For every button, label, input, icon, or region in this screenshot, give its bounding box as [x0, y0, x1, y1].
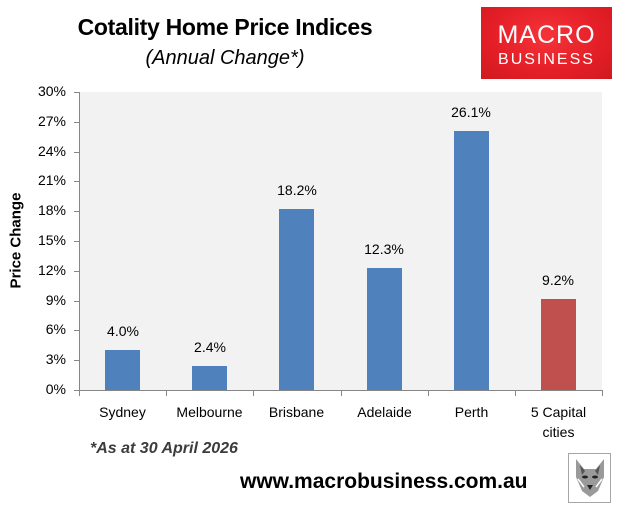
bar-sydney [105, 350, 140, 390]
logo-line-2: BUSINESS [498, 51, 595, 68]
wolf-icon [568, 453, 611, 503]
data-label: 9.2% [542, 272, 574, 288]
y-tick-mark [74, 152, 79, 153]
x-tick-mark [428, 390, 429, 396]
y-tick-mark [74, 330, 79, 331]
y-tick-label: 9% [45, 292, 66, 308]
y-axis [79, 92, 80, 391]
x-category-label: 5 Capital cities [530, 404, 587, 440]
y-tick-mark [74, 301, 79, 302]
x-category-label: Melbourne [176, 404, 243, 420]
logo-line-1: MACRO [497, 21, 596, 49]
chart-subtitle: (Annual Change*) [145, 47, 305, 69]
y-axis-title: Price Change [7, 192, 25, 289]
y-tick-label: 30% [37, 83, 66, 99]
y-tick-label: 6% [45, 321, 66, 337]
x-tick-mark [515, 390, 516, 396]
data-label: 4.0% [107, 323, 139, 339]
y-tick-label: 24% [37, 143, 66, 159]
y-tick-label: 12% [37, 262, 66, 278]
data-label: 12.3% [364, 241, 404, 257]
y-tick-mark [74, 181, 79, 182]
x-category-label: Perth [454, 404, 489, 420]
bar-adelaide [367, 268, 402, 390]
bar-brisbane [279, 209, 314, 390]
y-tick-mark [74, 211, 79, 212]
y-tick-mark [74, 241, 79, 242]
x-tick-mark [253, 390, 254, 396]
x-tick-mark [341, 390, 342, 396]
chart-title: Cotality Home Price Indices [77, 14, 373, 40]
x-tick-mark [166, 390, 167, 396]
x-tick-mark [79, 390, 80, 396]
y-tick-label: 21% [37, 172, 66, 188]
y-tick-label: 3% [45, 351, 66, 367]
y-tick-mark [74, 271, 79, 272]
data-label: 2.4% [194, 339, 226, 355]
y-tick-mark [74, 92, 79, 93]
bar-melbourne [192, 366, 227, 390]
bar-5-capital-cities [541, 299, 576, 390]
x-tick-mark [602, 390, 603, 396]
y-tick-label: 27% [37, 113, 66, 129]
y-tick-label: 15% [37, 232, 66, 248]
x-axis [74, 390, 602, 391]
data-label: 18.2% [277, 182, 317, 198]
bar-perth [454, 131, 489, 390]
website-url: www.macrobusiness.com.au [240, 470, 528, 493]
y-tick-mark [74, 122, 79, 123]
x-category-label: Sydney [99, 404, 146, 420]
y-tick-mark [74, 360, 79, 361]
plot-area [79, 92, 602, 390]
x-category-label: Brisbane [268, 404, 325, 420]
y-tick-label: 18% [37, 202, 66, 218]
x-category-label: Adelaide [357, 404, 412, 420]
macrobusiness-logo: MACRO BUSINESS [481, 7, 612, 79]
data-label: 26.1% [451, 104, 491, 120]
y-tick-mark [74, 390, 79, 391]
footnote: *As at 30 April 2026 [90, 440, 238, 457]
y-tick-label: 0% [45, 381, 66, 397]
